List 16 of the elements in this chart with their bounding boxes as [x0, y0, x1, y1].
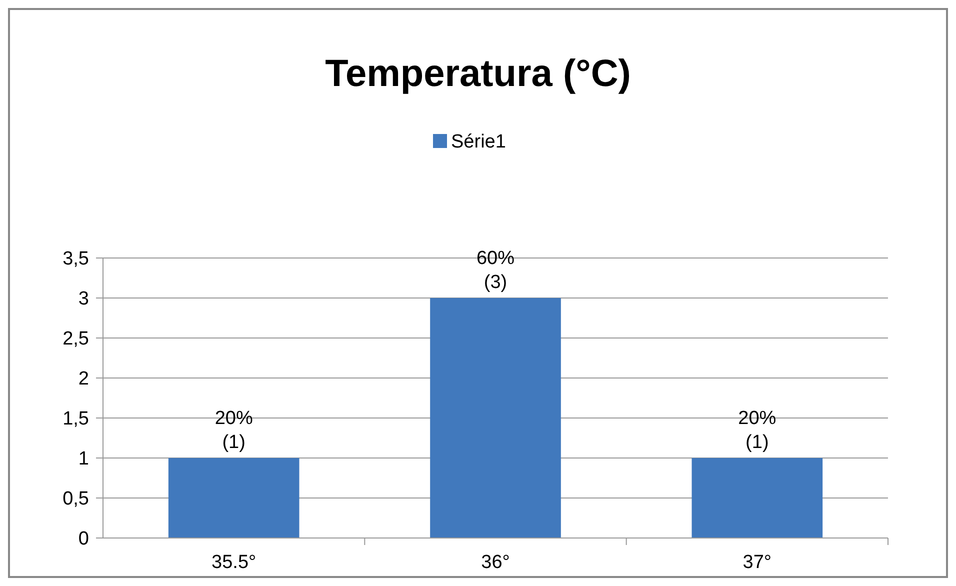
y-tick-label: 1 [78, 448, 89, 470]
chart-title: Temperatura (°C) [325, 53, 631, 95]
legend-label: Série1 [451, 132, 506, 153]
y-tick-label: 0 [78, 528, 89, 550]
y-tick-label: 3 [78, 288, 89, 310]
y-tick-label: 2 [78, 368, 89, 390]
data-label: 20% (1) [738, 408, 776, 453]
data-label: 60% (3) [476, 248, 515, 293]
y-tick-label: 2,5 [62, 328, 89, 350]
y-tick-label: 0,5 [62, 488, 89, 510]
x-tick-label: 35.5° [212, 552, 256, 573]
x-tick-label: 37° [742, 552, 772, 573]
data-label: 20% (1) [214, 408, 253, 453]
y-tick-label: 1,5 [62, 408, 89, 430]
x-tick-label: 36° [481, 552, 510, 573]
y-tick-label: 3,5 [62, 248, 89, 270]
